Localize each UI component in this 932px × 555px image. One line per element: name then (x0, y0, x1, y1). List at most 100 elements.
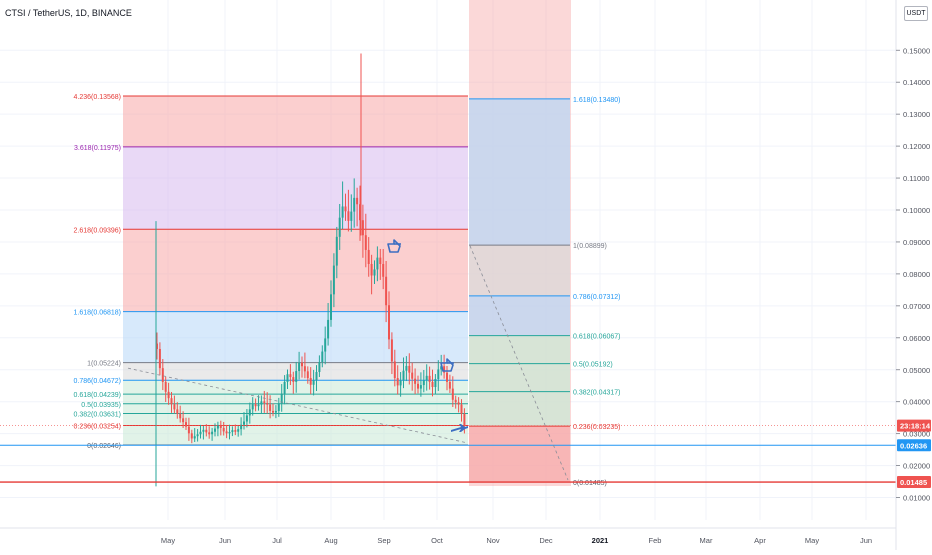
x-tick-label: Mar (700, 536, 713, 545)
x-tick-label: May (161, 536, 175, 545)
candle-body (202, 429, 205, 432)
candle-body (446, 372, 448, 382)
candle-body (164, 381, 167, 392)
fib-zone (123, 413, 468, 426)
candle-body (277, 403, 280, 411)
candle-body (338, 217, 341, 237)
candle-body (399, 380, 402, 386)
candle-body (417, 383, 419, 389)
fib-level-label: 0.618(0.06067) (573, 334, 620, 341)
fib-level-label: 2.618(0.09396) (74, 227, 121, 234)
fib-zone (123, 229, 468, 312)
trendline-dashed (469, 245, 569, 481)
candle-body (248, 409, 251, 416)
time-axis[interactable]: May Jun Jul Aug Sep Oct Nov Dec 2021 Feb Mar Apr May… (0, 527, 896, 545)
candle-body (182, 418, 185, 423)
price-label: 0.02636 (900, 441, 927, 450)
x-tick-label: Jul (272, 536, 282, 545)
candle-body (385, 276, 388, 306)
candle-body (240, 424, 243, 430)
candle-body (179, 413, 182, 419)
y-tick-label: 0.06000 (903, 334, 930, 343)
candle-body (161, 368, 164, 382)
candle-body (370, 263, 373, 276)
price-axis[interactable]: 0.15000 0.14000 0.13000 0.12000 0.11000 0.100… (895, 0, 931, 550)
candle-body (396, 378, 399, 386)
price-label: 23:18:14 (900, 422, 931, 431)
candle-body (312, 380, 315, 385)
y-tick-label: 0.01000 (903, 494, 930, 503)
x-tick-label: May (805, 536, 819, 545)
candle-body (434, 379, 437, 388)
candle-body (257, 404, 260, 407)
candle-body (463, 413, 466, 426)
candle-body (373, 269, 376, 276)
candle-body (457, 402, 460, 405)
candle-body (292, 377, 295, 382)
fib-level-label: 4.236(0.13568) (74, 94, 121, 101)
candle-body (205, 429, 208, 433)
candle-body (353, 197, 356, 212)
candle-body (170, 398, 173, 405)
candlesticks (155, 53, 466, 487)
fib-zone (123, 311, 468, 363)
y-tick-label: 0.15000 (903, 46, 930, 55)
candle-body (190, 433, 193, 439)
candle-body (298, 362, 301, 372)
candle-body (344, 206, 347, 212)
y-tick-label: 0.07000 (903, 302, 930, 311)
candle-body (347, 211, 350, 221)
candle-body (408, 365, 411, 373)
x-tick-label: Dec (539, 536, 553, 545)
candle-body (176, 409, 179, 414)
candle-body (309, 378, 312, 385)
candle-body (173, 404, 176, 410)
currency-button[interactable]: USDT (904, 6, 928, 21)
fib-zone (469, 363, 570, 392)
price-label-box (897, 419, 931, 432)
x-tick-label: Jun (860, 536, 872, 545)
candle-body (222, 427, 225, 432)
y-tick-label: 0.02000 (903, 462, 930, 471)
candle-body (237, 429, 240, 432)
candle-body (425, 375, 428, 381)
pointing-hand-icon (440, 358, 454, 372)
candle-body (443, 366, 446, 373)
candle-body (411, 372, 414, 379)
fib-level-label: 0.382(0.03631) (74, 411, 121, 418)
x-tick-label: Nov (486, 536, 500, 545)
fib-level-label: 3.618(0.11975) (74, 145, 121, 152)
fib-level-label: 0.5(0.05192) (573, 362, 613, 369)
candle-body (460, 404, 463, 414)
candle-body (318, 362, 321, 372)
candle-body (158, 348, 161, 369)
airplane-icon (451, 424, 468, 432)
candle-body (295, 371, 298, 382)
candle-body (419, 385, 422, 389)
candle-body (286, 374, 289, 382)
fib-level-label: 0.5(0.03935) (81, 402, 121, 409)
fib-level-label: 0.236(0.03254) (74, 424, 121, 431)
fib-level-label: 0.618(0.04239) (74, 392, 121, 399)
candle-body (451, 388, 454, 400)
y-tick-label: 0.14000 (903, 78, 930, 87)
candle-body (274, 410, 277, 413)
candle-body (216, 425, 219, 429)
candle-body (254, 404, 257, 407)
candle-body (335, 236, 338, 266)
fib-level-label: 1(0.05224) (87, 361, 121, 368)
candle-body (269, 404, 272, 411)
candle-body (301, 362, 303, 367)
candle-body (350, 211, 353, 221)
price-label-box (897, 476, 931, 489)
fib-zone (123, 394, 468, 404)
pointing-hand-icon (387, 239, 401, 253)
candle-body (263, 401, 266, 403)
trendline-dashed (127, 367, 467, 443)
candle-body (199, 431, 202, 435)
candle-body (228, 432, 231, 434)
fib-level-label: 1(0.08899) (573, 243, 607, 250)
price-label-box (897, 439, 931, 452)
